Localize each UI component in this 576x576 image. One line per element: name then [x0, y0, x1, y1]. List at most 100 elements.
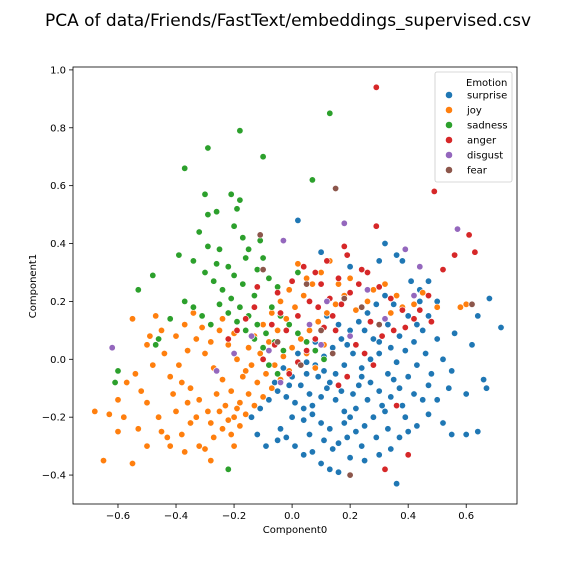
point-disgust — [305, 321, 313, 329]
point-joy — [114, 428, 122, 436]
point-sadness — [207, 321, 215, 329]
point-sadness — [216, 300, 224, 308]
point-surprise — [334, 321, 342, 329]
point-sadness — [204, 242, 212, 250]
point-surprise — [346, 263, 354, 271]
point-surprise — [334, 468, 342, 476]
point-surprise — [433, 297, 441, 305]
point-surprise — [398, 257, 406, 265]
point-surprise — [410, 338, 418, 346]
point-sadness — [195, 228, 203, 236]
point-anger — [250, 303, 258, 311]
point-sadness — [219, 286, 227, 294]
point-anger — [355, 280, 363, 288]
y-tick-label: −0.4 — [42, 471, 66, 482]
point-surprise — [308, 448, 316, 456]
point-joy — [195, 442, 203, 450]
point-surprise — [384, 321, 392, 329]
point-surprise — [346, 413, 354, 421]
point-joy — [433, 303, 441, 311]
point-surprise — [395, 332, 403, 340]
point-surprise — [300, 451, 308, 459]
point-anger — [381, 465, 389, 473]
legend: Emotion surprise joy sadness anger disgust fe… — [434, 71, 513, 183]
legend-box — [434, 71, 513, 183]
point-sadness — [259, 153, 267, 161]
point-disgust — [453, 225, 461, 233]
point-sadness — [303, 338, 311, 346]
chart-title: PCA of data/Friends/FastText/embeddings_… — [45, 11, 531, 31]
point-joy — [195, 396, 203, 404]
legend-label-joy: joy — [466, 106, 482, 117]
point-anger — [253, 283, 261, 291]
point-anger — [390, 326, 398, 334]
point-sadness — [242, 254, 250, 262]
point-surprise — [326, 378, 334, 386]
point-surprise — [358, 373, 366, 381]
x-axis-ticks: −0.6 −0.4 −0.2 0.0 0.2 0.4 0.6 — [106, 504, 474, 522]
point-sadness — [155, 335, 163, 343]
point-surprise — [413, 321, 421, 329]
point-joy — [224, 416, 232, 424]
point-surprise — [419, 396, 427, 404]
point-sadness — [250, 292, 258, 300]
point-joy — [155, 413, 163, 421]
point-disgust — [248, 332, 256, 340]
point-joy — [245, 390, 253, 398]
point-anger — [224, 335, 232, 343]
point-surprise — [340, 419, 348, 427]
point-sadness — [294, 268, 302, 276]
point-surprise — [291, 442, 299, 450]
point-surprise — [332, 396, 340, 404]
point-surprise — [427, 370, 435, 378]
point-fear — [340, 294, 348, 302]
point-joy — [152, 312, 160, 320]
point-disgust — [265, 347, 273, 355]
point-surprise — [361, 326, 369, 334]
point-joy — [143, 442, 151, 450]
point-surprise — [375, 451, 383, 459]
point-sadness — [181, 164, 189, 172]
point-joy — [248, 361, 256, 369]
point-disgust — [363, 286, 371, 294]
point-joy — [268, 309, 276, 317]
point-surprise — [422, 349, 430, 357]
point-fear — [317, 326, 325, 334]
point-surprise — [355, 318, 363, 326]
point-surprise — [363, 309, 371, 317]
point-fear — [358, 303, 366, 311]
point-fear — [303, 280, 311, 288]
point-sadness — [111, 378, 119, 386]
point-sadness — [259, 254, 267, 262]
point-surprise — [381, 292, 389, 300]
point-surprise — [253, 430, 261, 438]
point-sadness — [166, 315, 174, 323]
x-tick-label: 0.4 — [400, 511, 416, 522]
point-joy — [250, 402, 258, 410]
point-joy — [219, 376, 227, 384]
point-joy — [175, 361, 183, 369]
point-anger — [343, 251, 351, 259]
point-surprise — [474, 312, 482, 320]
point-joy — [419, 289, 427, 297]
point-surprise — [424, 277, 432, 285]
point-anger — [369, 361, 377, 369]
point-sadness — [279, 347, 287, 355]
point-anger — [378, 332, 386, 340]
point-sadness — [227, 190, 235, 198]
point-anger — [372, 83, 380, 91]
point-anger — [276, 309, 284, 317]
point-surprise — [407, 277, 415, 285]
point-joy — [282, 315, 290, 323]
point-surprise — [485, 294, 493, 302]
point-sadness — [262, 329, 270, 337]
point-surprise — [372, 433, 380, 441]
point-joy — [100, 457, 108, 465]
point-surprise — [393, 480, 401, 488]
point-anger — [372, 222, 380, 230]
point-anger — [465, 231, 473, 239]
point-anger — [337, 300, 345, 308]
point-surprise — [303, 358, 311, 366]
point-fear — [468, 300, 476, 308]
